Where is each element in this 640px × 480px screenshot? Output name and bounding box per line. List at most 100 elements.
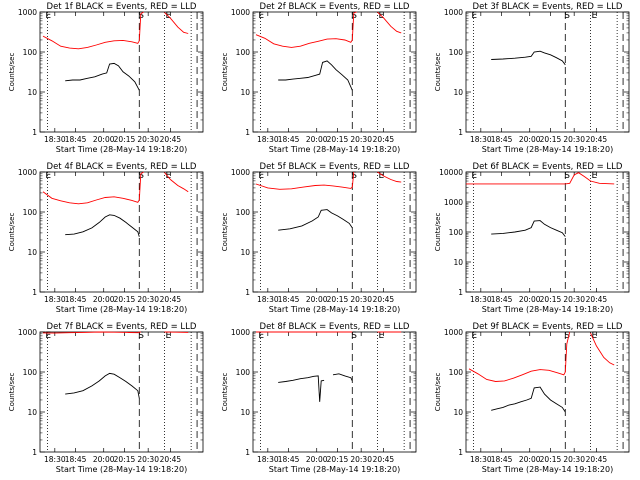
y-tick-label: 10: [27, 88, 37, 97]
plot-frame: [39, 11, 204, 133]
events-series-line: [65, 214, 140, 237]
x-tick-label: 20:00: [306, 135, 328, 144]
x-axis-label: Start Time (28-May-14 19:18:20): [269, 145, 400, 154]
y-tick-label: 100: [23, 208, 38, 217]
marker-s-label: S: [351, 11, 357, 21]
x-axis-label: Start Time (28-May-14 19:18:20): [269, 465, 400, 474]
plot-frame: [465, 331, 630, 453]
lld-series-line: [377, 171, 402, 183]
marker-e-label: E: [471, 171, 477, 181]
x-tick-label: 20:30: [563, 295, 585, 304]
plot-frame: [39, 171, 204, 293]
marker-s-label: S: [351, 171, 357, 181]
x-tick-label: 18:30: [44, 455, 66, 464]
x-tick-label: 18:30: [470, 455, 492, 464]
y-axis-label: Counts/sec: [221, 53, 229, 92]
plot-frame: [252, 331, 417, 453]
marker-e2-label: E: [165, 331, 171, 341]
marker-e-label: E: [258, 171, 264, 181]
events-series-line: [491, 220, 566, 237]
x-tick-label: 20:00: [93, 455, 115, 464]
lld-series-line: [164, 172, 189, 193]
plot-frame: [465, 171, 630, 293]
x-axis-label: Start Time (28-May-14 19:18:20): [56, 145, 187, 154]
x-tick-label: 20:30: [137, 455, 159, 464]
marker-e-label: E: [45, 331, 51, 341]
y-tick-label: 100: [23, 48, 38, 57]
y-tick-label: 1: [32, 128, 37, 137]
y-axis-label: Counts/sec: [8, 213, 16, 252]
marker-e-label: E: [45, 171, 51, 181]
x-tick-label: 20:15: [114, 295, 136, 304]
x-tick-label: 20:30: [563, 455, 585, 464]
lld-series-line: [468, 331, 571, 382]
marker-e-label: E: [471, 11, 477, 21]
chart-title: Det 2f BLACK = Events, RED = LLD: [260, 2, 410, 12]
chart-panel-3: Det 3f BLACK = Events, RED = LLD 1 10 100 10…: [434, 2, 630, 154]
plot-frame: [465, 11, 630, 133]
marker-s-label: S: [138, 331, 144, 341]
marker-e-label: E: [258, 331, 264, 341]
x-tick-label: 20:45: [373, 455, 395, 464]
events-series-line: [491, 50, 566, 66]
chart-title: Det 6f BLACK = Events, RED = LLD: [473, 162, 623, 172]
x-tick-label: 18:45: [491, 135, 513, 144]
y-tick-label: 100: [23, 368, 38, 377]
x-axis-label: Start Time (28-May-14 19:18:20): [482, 305, 613, 314]
y-tick-label: 100: [449, 48, 464, 57]
y-tick-label: 10: [27, 408, 37, 417]
x-tick-label: 20:30: [350, 455, 372, 464]
x-tick-label: 20:45: [586, 295, 608, 304]
y-tick-label: 1: [458, 448, 463, 457]
x-tick-label: 18:45: [278, 295, 300, 304]
y-tick-label: 10: [240, 88, 250, 97]
y-tick-label: 10: [27, 248, 37, 257]
y-tick-label: 100: [236, 208, 251, 217]
x-tick-label: 20:30: [137, 295, 159, 304]
y-tick-label: 1: [32, 288, 37, 297]
x-tick-label: 20:15: [114, 455, 136, 464]
x-tick-label: 20:45: [586, 455, 608, 464]
marker-e2-label: E: [165, 171, 171, 181]
y-tick-label: 10: [453, 88, 463, 97]
y-tick-label: 10000: [439, 168, 463, 177]
y-tick-label: 1: [245, 448, 250, 457]
x-tick-label: 20:45: [160, 295, 182, 304]
y-tick-label: 10: [453, 408, 463, 417]
marker-s-label: S: [138, 171, 144, 181]
y-axis-label: Counts/sec: [434, 373, 442, 412]
x-axis-label: Start Time (28-May-14 19:18:20): [482, 465, 613, 474]
x-tick-label: 18:30: [470, 135, 492, 144]
x-tick-label: 18:30: [44, 295, 66, 304]
y-tick-label: 1000: [18, 168, 37, 177]
y-tick-label: 1000: [231, 8, 250, 17]
x-tick-label: 20:00: [93, 135, 115, 144]
x-tick-label: 20:00: [93, 295, 115, 304]
y-tick-label: 1: [458, 288, 463, 297]
chart-panel-5: Det 5f BLACK = Events, RED = LLD 1 10 100 10…: [221, 162, 417, 314]
x-tick-label: 20:00: [306, 455, 328, 464]
y-tick-label: 10: [240, 408, 250, 417]
y-tick-label: 100: [236, 368, 251, 377]
x-tick-label: 20:15: [327, 455, 349, 464]
x-tick-label: 20:15: [327, 295, 349, 304]
chart-panel-8: Det 8f BLACK = Events, RED = LLD 1 10 100 10…: [221, 322, 417, 474]
y-axis-label: Counts/sec: [8, 53, 16, 92]
marker-e2-label: E: [378, 331, 384, 341]
x-axis-label: Start Time (28-May-14 19:18:20): [269, 305, 400, 314]
events-series-line: [278, 209, 353, 231]
x-tick-label: 20:45: [586, 135, 608, 144]
x-axis-label: Start Time (28-May-14 19:18:20): [56, 465, 187, 474]
events-series-line: [278, 60, 353, 91]
chart-panel-1: Det 1f BLACK = Events, RED = LLD 1 10 100 10…: [8, 2, 204, 154]
chart-title: Det 3f BLACK = Events, RED = LLD: [473, 2, 623, 12]
x-tick-label: 20:00: [306, 295, 328, 304]
lld-series-line: [42, 11, 144, 50]
x-tick-label: 20:45: [373, 135, 395, 144]
chart-panel-7: Det 7f BLACK = Events, RED = LLD 1 10 100 10…: [8, 322, 204, 474]
y-tick-label: 10: [240, 248, 250, 257]
y-tick-label: 1: [245, 288, 250, 297]
events-series-line: [278, 375, 325, 402]
y-tick-label: 100: [236, 48, 251, 57]
